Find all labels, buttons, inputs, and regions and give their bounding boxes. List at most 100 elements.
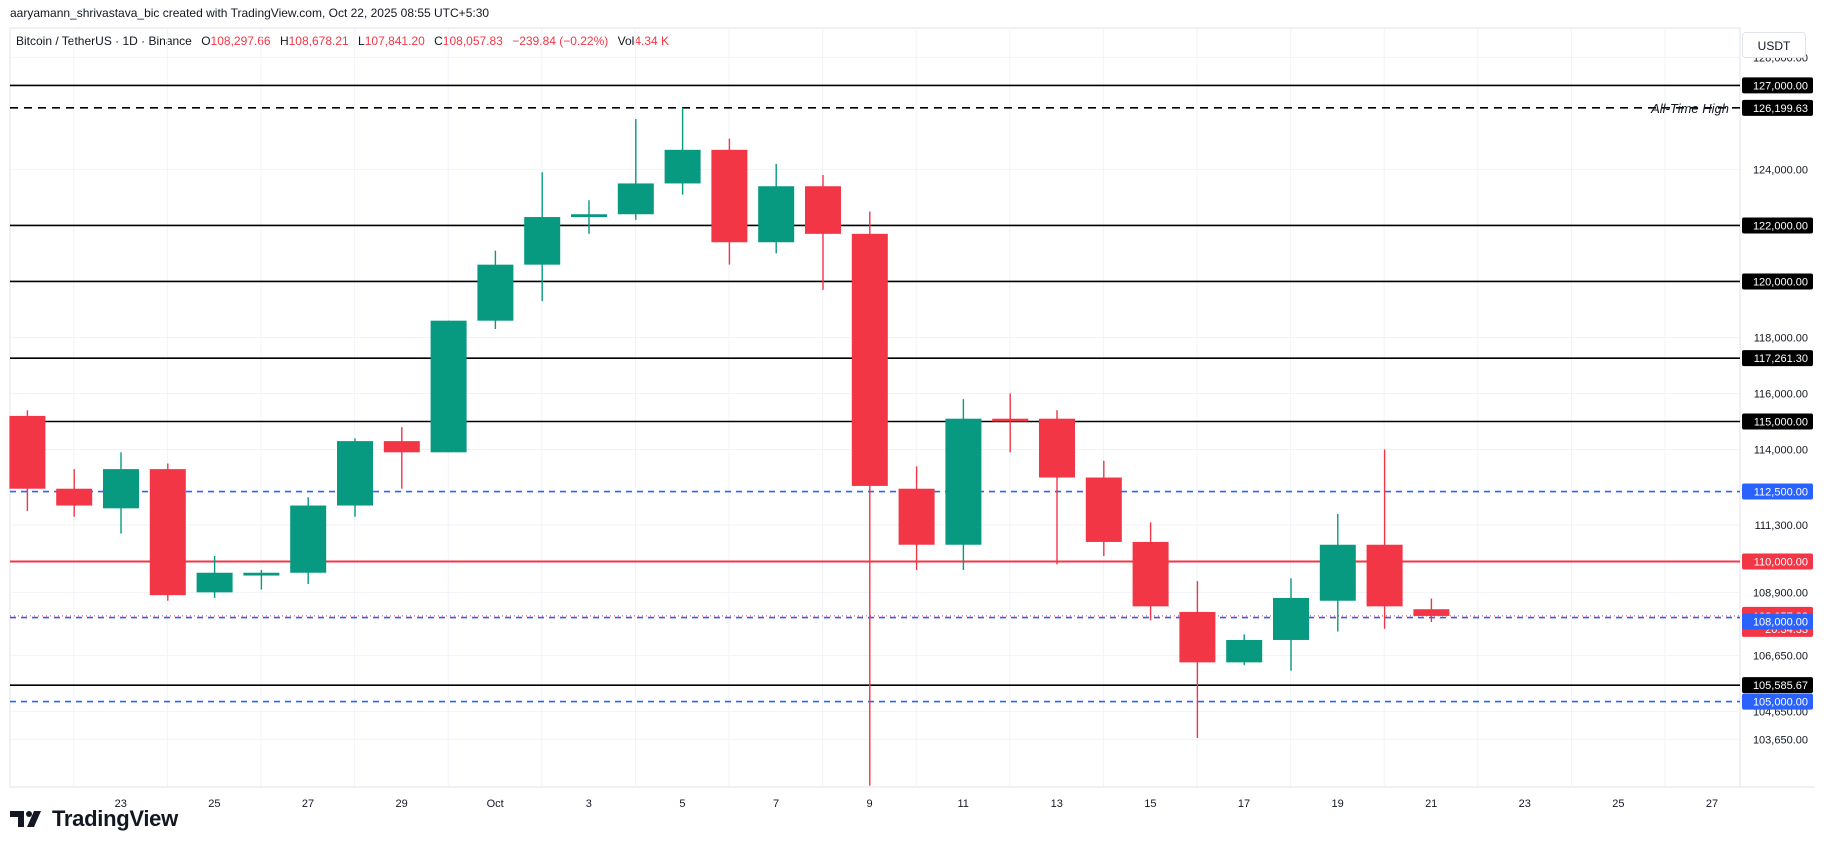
level-price-tag: 115,000.00 xyxy=(1754,417,1808,429)
candle-body xyxy=(711,149,748,243)
candle-body xyxy=(617,183,654,215)
level-price-tag-bg xyxy=(1742,613,1813,630)
candle-body xyxy=(9,415,46,489)
price-tick-label: 103,650.00 xyxy=(1753,734,1808,746)
candle-body xyxy=(945,418,982,545)
candle-body xyxy=(1179,611,1216,663)
time-tick-label: 25 xyxy=(208,798,220,810)
chart-grid xyxy=(9,27,1815,788)
time-tick-label: 23 xyxy=(1519,798,1531,810)
candle-body xyxy=(337,441,373,506)
candle-body xyxy=(664,149,701,184)
level-price-tag-bg xyxy=(1742,483,1813,500)
candle-body xyxy=(1132,541,1169,607)
candle-body xyxy=(56,488,93,506)
time-tick-label: 9 xyxy=(867,798,873,810)
level-price-tag: 112,500.00 xyxy=(1754,487,1808,499)
high-label: H xyxy=(279,34,289,48)
low-value: 107,841.20 xyxy=(364,34,425,48)
candle-body xyxy=(1226,639,1263,663)
time-tick-label: 11 xyxy=(957,798,968,810)
candle-body xyxy=(290,505,327,573)
level-price-tag: 108,000.00 xyxy=(1753,617,1808,629)
time-tick-label: 27 xyxy=(302,798,314,810)
level-price-tag-bg xyxy=(1742,413,1813,430)
candle-body xyxy=(992,418,1029,422)
low-label: L xyxy=(358,34,365,48)
candle-body xyxy=(805,186,841,234)
candle-body xyxy=(898,488,935,545)
level-price-tag-bg xyxy=(1742,273,1813,290)
level-price-tag: 105,585.67 xyxy=(1753,680,1808,692)
tradingview-logo: TradingView xyxy=(10,806,178,832)
level-price-tag-bg xyxy=(1742,77,1813,94)
candle-body xyxy=(571,214,607,218)
price-tick-label: 128,000.00 xyxy=(1753,52,1808,64)
candle-body xyxy=(1413,609,1450,616)
time-tick-label: 13 xyxy=(1051,798,1063,810)
level-price-tag: 117,261.30 xyxy=(1754,353,1808,365)
time-tick-label: 17 xyxy=(1238,798,1250,810)
time-tick-label: 27 xyxy=(1706,798,1718,810)
candle-body xyxy=(758,186,795,243)
level-annotation: All-Time High xyxy=(1650,101,1729,116)
time-tick-label: 21 xyxy=(1425,798,1437,810)
price-tick-label: 116,000.00 xyxy=(1754,388,1808,400)
candle-body xyxy=(1319,544,1356,601)
level-price-tag: 122,000.00 xyxy=(1753,220,1808,232)
chart-author-line: aaryamann_shrivastava_bic created with T… xyxy=(10,6,490,20)
level-price-tag-bg xyxy=(1742,693,1813,710)
time-axis: 23 25 27 29 Oct 3 5 7 9 11 13 15 17 19 21 23 25 27 xyxy=(115,798,1718,810)
price-axis: 128,000.00 124,000.00 118,000.00 116,000.00… xyxy=(1753,52,1808,746)
candle-body xyxy=(1039,418,1075,478)
tradingview-logo-icon xyxy=(10,811,41,827)
level-price-tag-bg xyxy=(1742,99,1813,116)
time-tick-label: 23 xyxy=(115,798,127,810)
time-tick-label: 15 xyxy=(1144,798,1156,810)
level-price-tag-bg xyxy=(1742,350,1813,367)
level-price-tag-bg xyxy=(1742,553,1813,570)
candlestick-series xyxy=(9,107,1450,786)
candle-body xyxy=(477,264,514,321)
tradingview-logo-text: TradingView xyxy=(52,806,178,831)
symbol-legend: Bitcoin / TetherUS · 1D · Binance O108,2… xyxy=(16,34,669,48)
candle-body xyxy=(149,469,186,596)
time-tick-label: 19 xyxy=(1331,798,1343,810)
candle-body xyxy=(383,441,420,453)
candle-body xyxy=(103,469,139,509)
price-tick-label: 106,650.00 xyxy=(1753,650,1808,662)
high-value: 108,678.21 xyxy=(288,34,349,48)
candle-body xyxy=(851,233,888,486)
level-price-tag: 120,000.00 xyxy=(1753,276,1808,288)
candle-body xyxy=(524,217,561,265)
time-tick-label: Oct xyxy=(487,798,504,810)
level-price-tag: 110,000.00 xyxy=(1754,557,1808,569)
volume-value: 4.34 K xyxy=(634,34,670,48)
time-tick-label: 3 xyxy=(586,798,592,810)
candle-body xyxy=(1366,544,1403,607)
price-tick-label: 124,000.00 xyxy=(1753,164,1808,176)
candle-body xyxy=(430,320,467,453)
open-label: O xyxy=(201,34,211,48)
close-value: 108,057.83 xyxy=(442,34,503,48)
time-tick-label: 29 xyxy=(395,798,407,810)
price-tick-label: 114,000.00 xyxy=(1754,445,1808,457)
price-tick-label: 108,900.00 xyxy=(1753,587,1808,599)
level-price-tags: 127,000.00 126,199.63 122,000.00 120,000.00… xyxy=(1742,77,1813,710)
candle-body xyxy=(196,572,233,593)
currency-button[interactable]: USDT xyxy=(1742,32,1806,58)
change-value: −239.84 (−0.22%) xyxy=(512,34,609,48)
level-price-tag: 126,199.63 xyxy=(1753,103,1808,115)
candle-body xyxy=(1273,597,1309,640)
level-price-tag: 105,000.00 xyxy=(1753,697,1808,709)
time-tick-label: 25 xyxy=(1612,798,1624,810)
open-value: 108,297.66 xyxy=(210,34,271,48)
candle-body xyxy=(1085,477,1122,542)
price-tick-label: 111,300.00 xyxy=(1755,520,1808,532)
close-label: C xyxy=(434,34,443,48)
volume-label: Vol xyxy=(617,34,635,48)
level-price-tag-bg xyxy=(1742,677,1813,694)
symbol-name[interactable]: Bitcoin / TetherUS · 1D · Binance xyxy=(16,34,192,48)
level-price-tag: 127,000.00 xyxy=(1753,80,1808,92)
